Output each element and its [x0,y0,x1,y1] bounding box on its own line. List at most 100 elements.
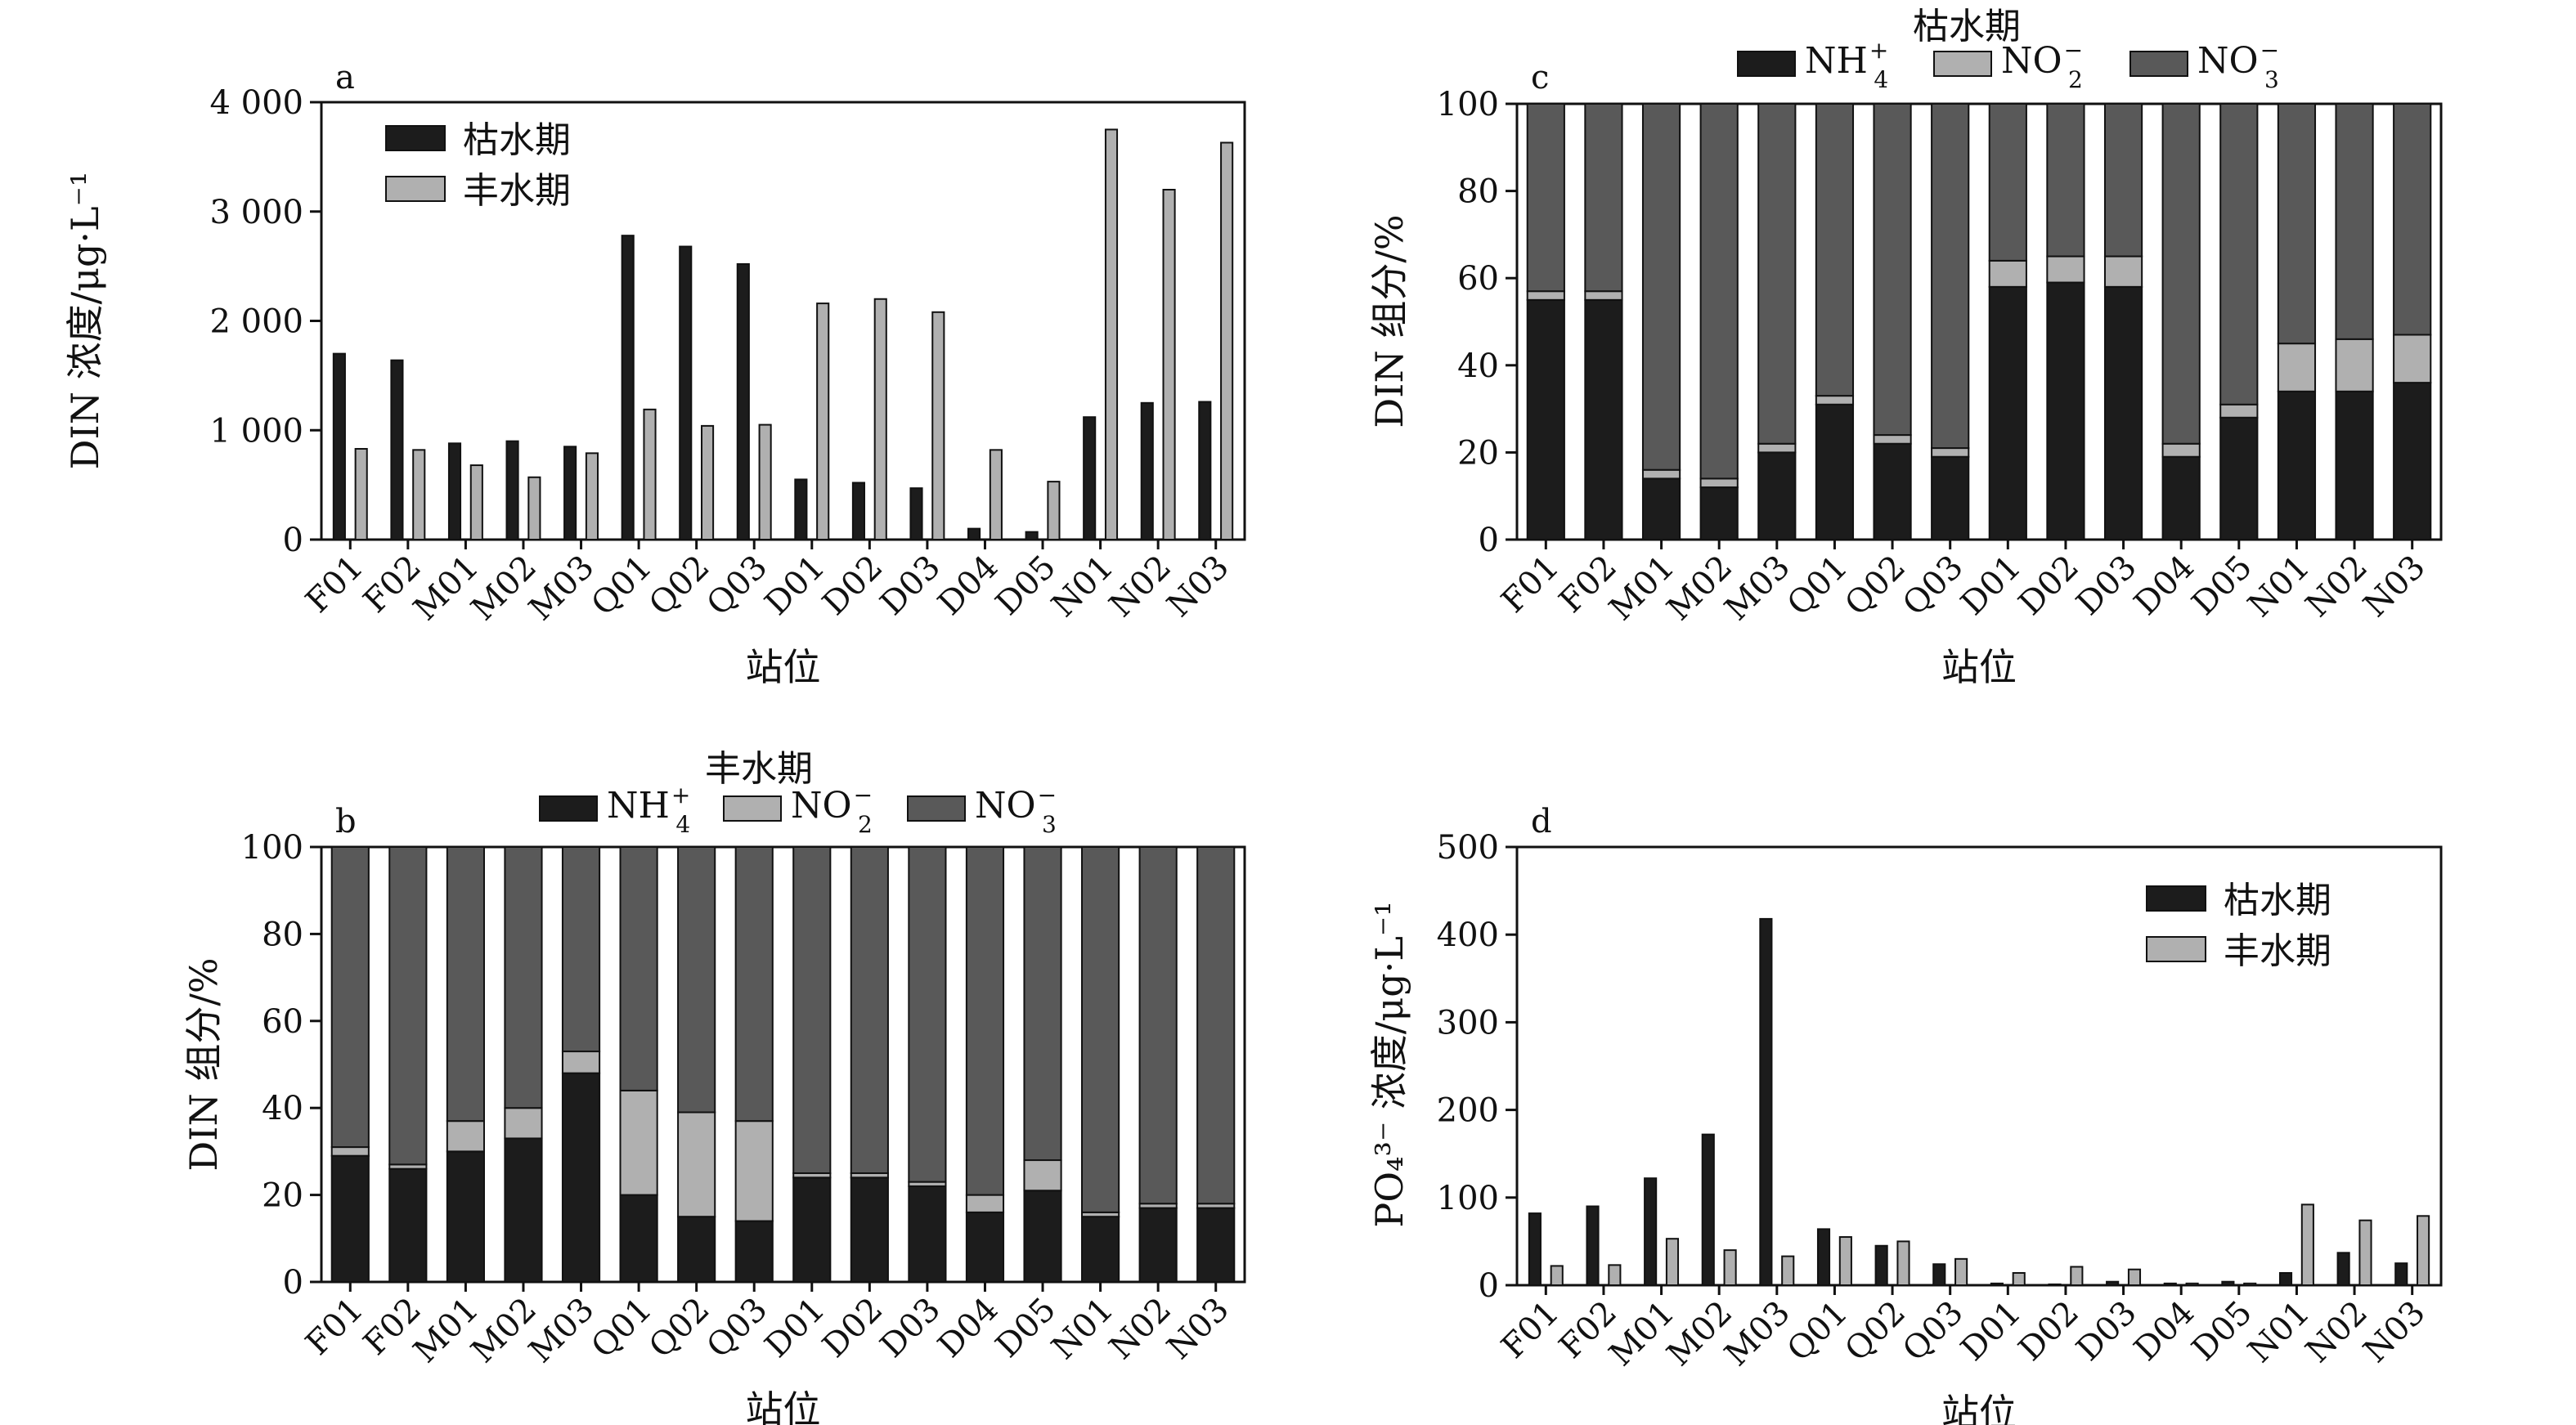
bar-series-1-q02 [679,245,693,540]
bar-no3-d01 [1988,103,2027,262]
bar-nh4-n03 [1196,1207,1236,1284]
legend-swatch-no3 [907,795,966,822]
legend-label-no3: NO− 3 [975,782,1057,838]
bar-no3-q02 [1873,103,1912,437]
x-tick-label-d04: D04 [931,549,1005,623]
legend-label-nh4: NH+ 4 [1805,37,1888,93]
legend-label-1: 枯水期 [2224,880,2331,921]
x-tick-label-q02: Q02 [642,549,717,624]
legend-swatch-no3 [2129,51,2188,77]
bar-series-2-q01 [643,408,657,540]
bar-nh4-q03 [734,1220,774,1284]
legend-swatch-nh4 [539,795,598,822]
x-tick-label-f01: F01 [1494,1294,1566,1366]
plot-frame [1515,102,2443,541]
bar-no3-m02 [504,846,543,1109]
bar-series-2-n02 [1162,189,1176,540]
y-tick-label: 0 [1479,1267,1499,1305]
x-tick-label-n01: N01 [1044,549,1120,625]
y-tick-label: 100 [241,829,303,867]
bar-nh4-n02 [2335,390,2374,540]
bar-nh4-d05 [1023,1190,1062,1284]
legend-label-2: 丰水期 [463,170,571,212]
bar-no2-m01 [446,1120,485,1153]
bar-no3-n03 [2393,103,2432,336]
panel-letter: a [335,59,355,96]
bar-no3-d02 [2046,103,2085,258]
bar-series-2-m03 [585,452,599,541]
bar-no3-m02 [1699,103,1739,480]
legend-swatch-no2 [723,795,782,822]
bar-series-2-q03 [1954,1257,1968,1286]
bar-nh4-n01 [2277,390,2317,540]
bar-nh4-n03 [2393,382,2432,540]
bar-no2-m01 [1641,468,1681,480]
x-tick-label-m03: M03 [1717,549,1797,628]
bar-series-1-d05 [2221,1280,2235,1287]
bar-series-1-f01 [332,352,346,540]
bar-no2-d04 [965,1194,1005,1213]
x-tick-label-q02: Q02 [642,1291,717,1366]
x-tick-label-q03: Q03 [1896,1294,1971,1369]
bar-series-1-d05 [1025,531,1039,541]
bar-series-2-d04 [989,449,1003,541]
bar-no3-q01 [1815,103,1855,397]
bar-nh4-f02 [388,1167,428,1284]
bar-no2-m02 [1699,477,1739,489]
bar-no2-m03 [561,1051,601,1074]
bar-no3-q03 [734,846,774,1123]
chart-title: 枯水期 [1913,6,2021,47]
y-tick-label: 60 [262,1003,303,1041]
bar-series-1-d02 [851,482,865,541]
x-axis-label: 站位 [1941,1391,2017,1425]
bar-series-2-q02 [701,424,715,541]
bar-no3-n02 [2335,103,2374,340]
y-axis-label: PO₄³⁻ 浓度/μg·L⁻¹ [1367,901,1411,1227]
x-tick-label-f01: F01 [298,549,370,621]
bar-series-1-n02 [1140,401,1154,540]
bar-nh4-d03 [2103,285,2143,540]
x-tick-label-d01: D01 [758,1291,832,1365]
x-tick-label-n02: N02 [1102,1291,1178,1367]
x-tick-label-d01: D01 [758,549,832,623]
bar-no2-q02 [677,1111,716,1218]
bar-no2-n02 [2335,338,2374,392]
bar-nh4-d01 [792,1176,832,1283]
x-tick-label-d03: D03 [873,549,948,623]
bar-nh4-d04 [965,1211,1005,1284]
bar-no3-q01 [619,846,658,1091]
bar-series-2-d05 [2243,1282,2257,1286]
x-tick-label-d01: D01 [1954,549,2028,623]
bar-no3-d03 [2103,103,2143,258]
bar-series-2-d03 [2127,1268,2142,1286]
x-tick-label-m01: M01 [1602,549,1681,628]
bar-series-2-n01 [2300,1203,2314,1286]
legend-swatch-1 [2146,885,2206,912]
bar-no2-d02 [2046,255,2085,284]
bar-nh4-q01 [619,1194,658,1283]
bar-no3-m03 [561,846,601,1053]
x-tick-label-q03: Q03 [1896,549,1971,624]
legend-swatch-nh4 [1737,51,1796,77]
x-tick-label-q01: Q01 [584,1291,659,1366]
x-tick-label-q03: Q03 [700,549,775,624]
bar-no2-f01 [330,1146,370,1157]
bar-nh4-m01 [446,1150,485,1284]
bar-series-1-f01 [1528,1212,1542,1286]
bar-no2-d04 [2161,442,2201,458]
bar-nh4-f01 [330,1154,370,1283]
plot-frame [1515,845,2443,1287]
bar-no2-d03 [2103,255,2143,288]
y-tick-label: 20 [262,1177,303,1215]
panel-letter: c [1531,59,1549,96]
x-tick-label-n03: N03 [1160,549,1236,625]
y-tick-label: 40 [1457,347,1499,385]
bar-nh4-d03 [908,1185,947,1283]
bar-series-1-n01 [1083,416,1097,541]
x-tick-label-d03: D03 [2069,549,2143,623]
bar-series-2-m01 [1665,1238,1680,1286]
bar-series-2-n03 [2417,1215,2430,1287]
